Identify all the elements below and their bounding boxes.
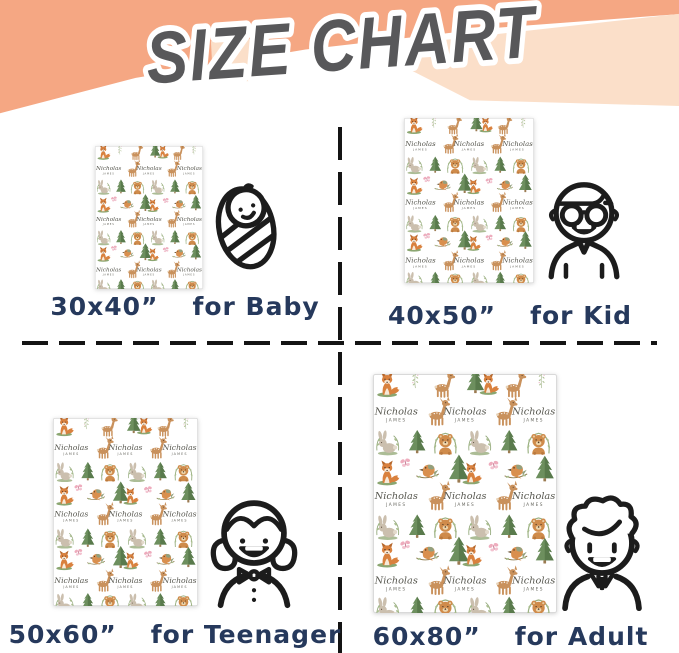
size-label-teenager: 50x60” for Teenager [8, 620, 342, 649]
girl-pigtails-icon [210, 500, 298, 609]
blanket-preview-baby [95, 146, 203, 289]
blanket-preview-teenager [53, 418, 198, 606]
boy-glasses-icon [548, 182, 620, 280]
vertical-dashed-divider [338, 127, 342, 653]
audience-value: for Teenager [150, 620, 342, 649]
horizontal-dashed-divider [22, 341, 657, 345]
swaddled-baby-icon [214, 183, 281, 272]
page-title: SIZE CHART [144, 0, 543, 100]
man-icon [562, 495, 642, 612]
size-value: 30x40” [50, 292, 159, 321]
size-value: 60x80” [372, 622, 481, 651]
audience-value: for Adult [514, 622, 649, 651]
blanket-preview-adult [373, 374, 557, 613]
size-value: 50x60” [8, 620, 117, 649]
size-value: 40x50” [387, 301, 497, 330]
size-label-kid: 40x50” for Kid [375, 301, 645, 330]
audience-value: for Baby [192, 292, 320, 321]
size-label-adult: 60x80” for Adult [373, 622, 648, 651]
page-title-svg: SIZE CHART [138, 0, 547, 105]
page-title-wrap: SIZE CHART [79, 0, 605, 127]
blanket-preview-kid [404, 118, 534, 283]
size-label-baby: 30x40” for Baby [40, 292, 330, 321]
audience-value: for Kid [530, 301, 633, 330]
